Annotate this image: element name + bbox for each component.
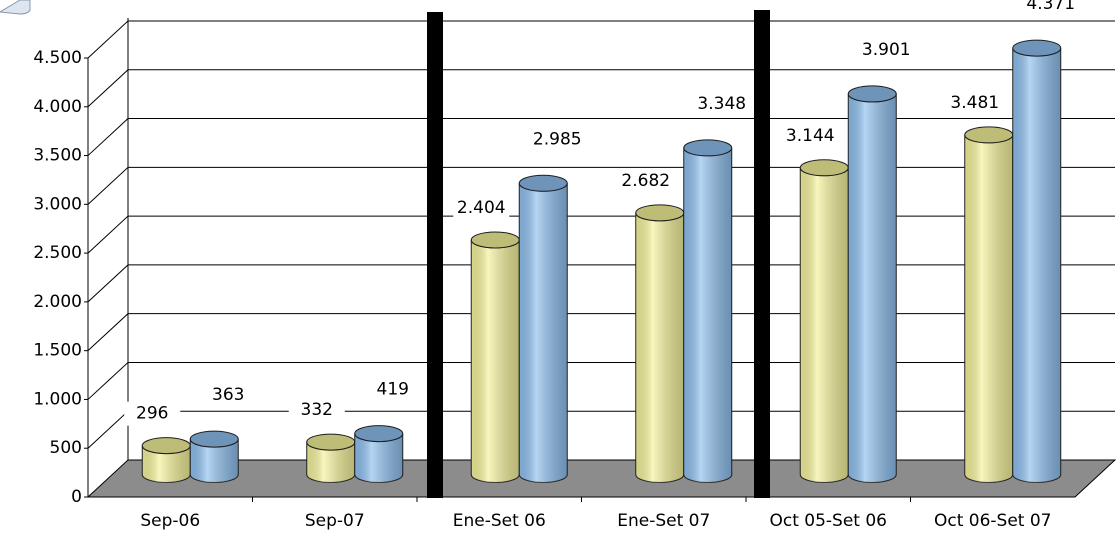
- corner-icon: [0, 0, 31, 15]
- x-tick-label: Sep-07: [305, 511, 365, 531]
- bar-shade: [1012, 48, 1061, 483]
- grid-line: [87, 361, 1115, 400]
- labels: Sep-06 296 363 Sep-07 332 419 Ene-Set 06 2.404 2…: [124, 0, 1079, 531]
- bar-shade: [800, 167, 849, 483]
- bar-top-shade: [190, 431, 239, 448]
- value-label-bg: [200, 383, 257, 408]
- value-label-bg: [453, 195, 510, 220]
- bar-top-shade: [964, 126, 1013, 143]
- bar-top: [354, 425, 404, 443]
- y-tick-label: 3.000: [33, 194, 82, 214]
- x-tick-label: Ene-Set 07: [617, 511, 710, 531]
- floor: [86, 459, 1116, 498]
- value-label-bg: [364, 377, 421, 402]
- bars: [141, 39, 1062, 483]
- y-tick-label: 4.000: [33, 97, 82, 117]
- y-tick-label: 1.500: [33, 341, 82, 361]
- value-label: 363: [212, 385, 244, 405]
- x-tick-label: Oct 06-Set 07: [934, 511, 1052, 531]
- value-label-bg: [288, 398, 345, 423]
- bar-shade: [964, 134, 1013, 483]
- value-label: 3.481: [950, 93, 999, 113]
- value-label: 3.144: [786, 126, 835, 146]
- bar-top-shade: [519, 175, 568, 192]
- separator: [754, 10, 770, 498]
- bar-shade: [306, 442, 355, 483]
- value-label: 419: [377, 380, 409, 400]
- y-tick-label: 3.500: [33, 146, 82, 166]
- value-label-bg: [693, 91, 750, 116]
- value-label-bg: [946, 90, 1003, 115]
- grid-line: [87, 410, 1115, 449]
- value-label-bg: [124, 401, 181, 426]
- bar-top: [847, 85, 897, 103]
- value-label-bg: [1022, 0, 1079, 17]
- bar-top-shade: [471, 231, 520, 248]
- bar-top-shade: [848, 85, 897, 102]
- bar-top-shade: [635, 204, 684, 221]
- grid-line: [87, 20, 1115, 59]
- x-tick-label: Oct 05-Set 06: [769, 511, 887, 531]
- grid-line: [87, 215, 1115, 254]
- bar-shade: [142, 445, 191, 483]
- value-label: 4.371: [1026, 0, 1075, 14]
- grid-line: [87, 166, 1115, 205]
- bar-shade: [519, 183, 568, 483]
- y-tick-label: 1.000: [33, 389, 82, 409]
- value-label-bg: [617, 168, 674, 193]
- y-tick-label: 2.000: [33, 292, 82, 312]
- bar-top: [189, 430, 239, 448]
- y-tick-label: 0: [71, 487, 82, 507]
- y-tick-label: 500: [50, 438, 82, 458]
- x-tick-label: Sep-06: [140, 511, 200, 531]
- value-label: 332: [301, 400, 333, 420]
- value-label: 2.404: [457, 198, 506, 218]
- value-label-bg: [529, 127, 586, 152]
- bar-top: [518, 174, 568, 192]
- value-label: 3.348: [697, 94, 746, 114]
- grid-line: [87, 69, 1115, 108]
- bar-shade: [848, 93, 897, 483]
- bar-top-shade: [306, 434, 355, 451]
- bar-shade: [190, 439, 239, 483]
- value-label-bg: [858, 37, 915, 62]
- bar-top-shade: [800, 159, 849, 176]
- bar-shade: [471, 239, 520, 483]
- value-label: 2.985: [533, 129, 582, 149]
- separator: [427, 12, 443, 498]
- grid-line: [87, 313, 1115, 352]
- bar-top-shade: [683, 139, 732, 156]
- bar-top-shade: [142, 437, 191, 454]
- bar-top: [1012, 39, 1062, 57]
- bar-shade: [354, 433, 403, 483]
- value-label-bg: [782, 123, 839, 148]
- y-tick-label: 2.500: [33, 243, 82, 263]
- grid: 0 500 1.000 1.500 2.000 2.500 3.000 3.500 4.000 4…: [33, 20, 1115, 507]
- bar-top: [683, 139, 733, 157]
- bar-top-shade: [354, 425, 403, 442]
- value-label: 296: [136, 404, 168, 424]
- value-label: 3.901: [862, 40, 911, 60]
- bar-top-shade: [1012, 40, 1061, 57]
- bar-shade: [635, 212, 684, 483]
- x-tick-label: Ene-Set 06: [453, 511, 546, 531]
- bar-shade: [683, 147, 732, 483]
- grid-line: [87, 118, 1115, 156]
- grid-line: [87, 264, 1115, 303]
- y-tick-label: 4.500: [33, 48, 82, 68]
- value-label: 2.682: [621, 171, 670, 191]
